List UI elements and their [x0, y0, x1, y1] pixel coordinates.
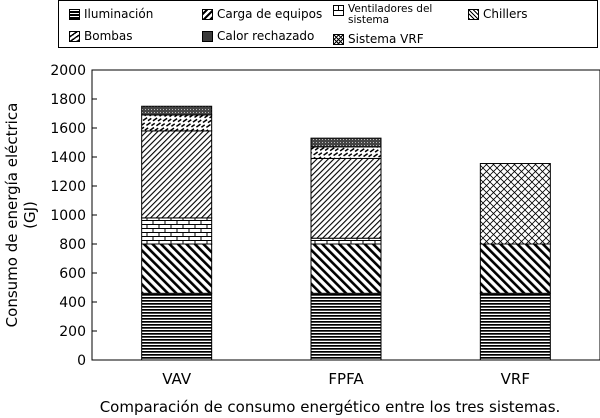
- bar-segment-vrf-0: [479, 292, 551, 361]
- legend-label: Chillers: [483, 7, 528, 21]
- bar-segment-fpfa-0: [310, 292, 382, 361]
- legend-item-calor-rechazado: Calor rechazado: [202, 30, 314, 43]
- bar-segment-vrf-6: [479, 163, 551, 245]
- y-axis-title-line-2: (GJ): [21, 201, 39, 229]
- legend-item-iluminacion: Iluminación: [69, 8, 153, 21]
- legend-swatch-bombas: [69, 31, 80, 42]
- y-axis-title: Consumo de energía eléctrica (GJ): [3, 90, 39, 340]
- y-tick-label: 600: [59, 266, 86, 282]
- y-tick-label: 1400: [50, 150, 86, 166]
- y-axis: 0 200 400 600 800 1000 1200 1400 1600 1800 2000: [50, 63, 97, 369]
- x-axis-title: Comparación de consumo energético entre …: [99, 398, 561, 416]
- legend-label: Sistema VRF: [348, 32, 424, 46]
- y-tick-label: 1000: [50, 208, 86, 224]
- y-tick-label: 1600: [50, 121, 86, 137]
- bar-segment-fpfa-5: [310, 137, 382, 148]
- bar-segment-vav-3: [141, 130, 213, 219]
- x-axis: VAV FPFA VRF: [162, 370, 530, 388]
- y-tick-label: 400: [59, 295, 86, 311]
- legend: Iluminación Bombas Carga de equipos Calo…: [58, 0, 598, 48]
- legend-swatch-chillers: [468, 9, 479, 20]
- legend-swatch-sistema-vrf: [333, 34, 344, 45]
- bar-segment-fpfa-3: [310, 157, 382, 239]
- legend-swatch-calor-rechazado: [202, 31, 213, 42]
- bars-group: [141, 105, 551, 361]
- legend-item-sistema-vrf: Sistema VRF: [333, 33, 424, 46]
- bar-segment-fpfa-1: [310, 243, 382, 294]
- legend-item-carga-de-equipos: Carga de equipos: [202, 8, 322, 21]
- legend-swatch-ventiladores: [333, 5, 344, 16]
- bar-segment-vav-0: [141, 292, 213, 361]
- bar-segment-fpfa-4: [310, 146, 382, 159]
- legend-label: Bombas: [84, 29, 133, 43]
- legend-swatch-carga-de-equipos: [202, 9, 213, 20]
- legend-label: Calor rechazado: [217, 29, 315, 43]
- legend-item-bombas: Bombas: [69, 30, 133, 43]
- bar-segment-vav-4: [141, 114, 213, 132]
- y-axis-title-line-1: Consumo de energía eléctrica: [3, 102, 21, 328]
- bar-segment-vav-5: [141, 105, 213, 116]
- bar-segment-vav-1: [141, 243, 213, 294]
- legend-label: Ventiladores del sistema: [348, 3, 433, 26]
- y-tick-label: 1200: [50, 179, 86, 195]
- bar-segment-fpfa-2: [310, 237, 382, 245]
- bar-segment-vrf-1: [479, 243, 551, 294]
- legend-item-ventiladores: Ventiladores del sistema: [333, 4, 453, 26]
- y-tick-label: 800: [59, 237, 86, 253]
- legend-swatch-iluminacion: [69, 9, 80, 20]
- legend-label: Iluminación: [84, 7, 154, 21]
- legend-item-chillers: Chillers: [468, 8, 528, 21]
- y-tick-label: 0: [77, 353, 86, 369]
- y-tick-label: 1800: [50, 92, 86, 108]
- x-tick-label: FPFA: [328, 370, 364, 388]
- y-tick-label: 200: [59, 324, 86, 340]
- x-tick-label: VRF: [501, 370, 530, 388]
- legend-label: Carga de equipos: [217, 7, 323, 21]
- y-tick-label: 2000: [50, 63, 86, 79]
- x-tick-label: VAV: [162, 370, 192, 388]
- bar-segment-vav-2: [141, 217, 213, 245]
